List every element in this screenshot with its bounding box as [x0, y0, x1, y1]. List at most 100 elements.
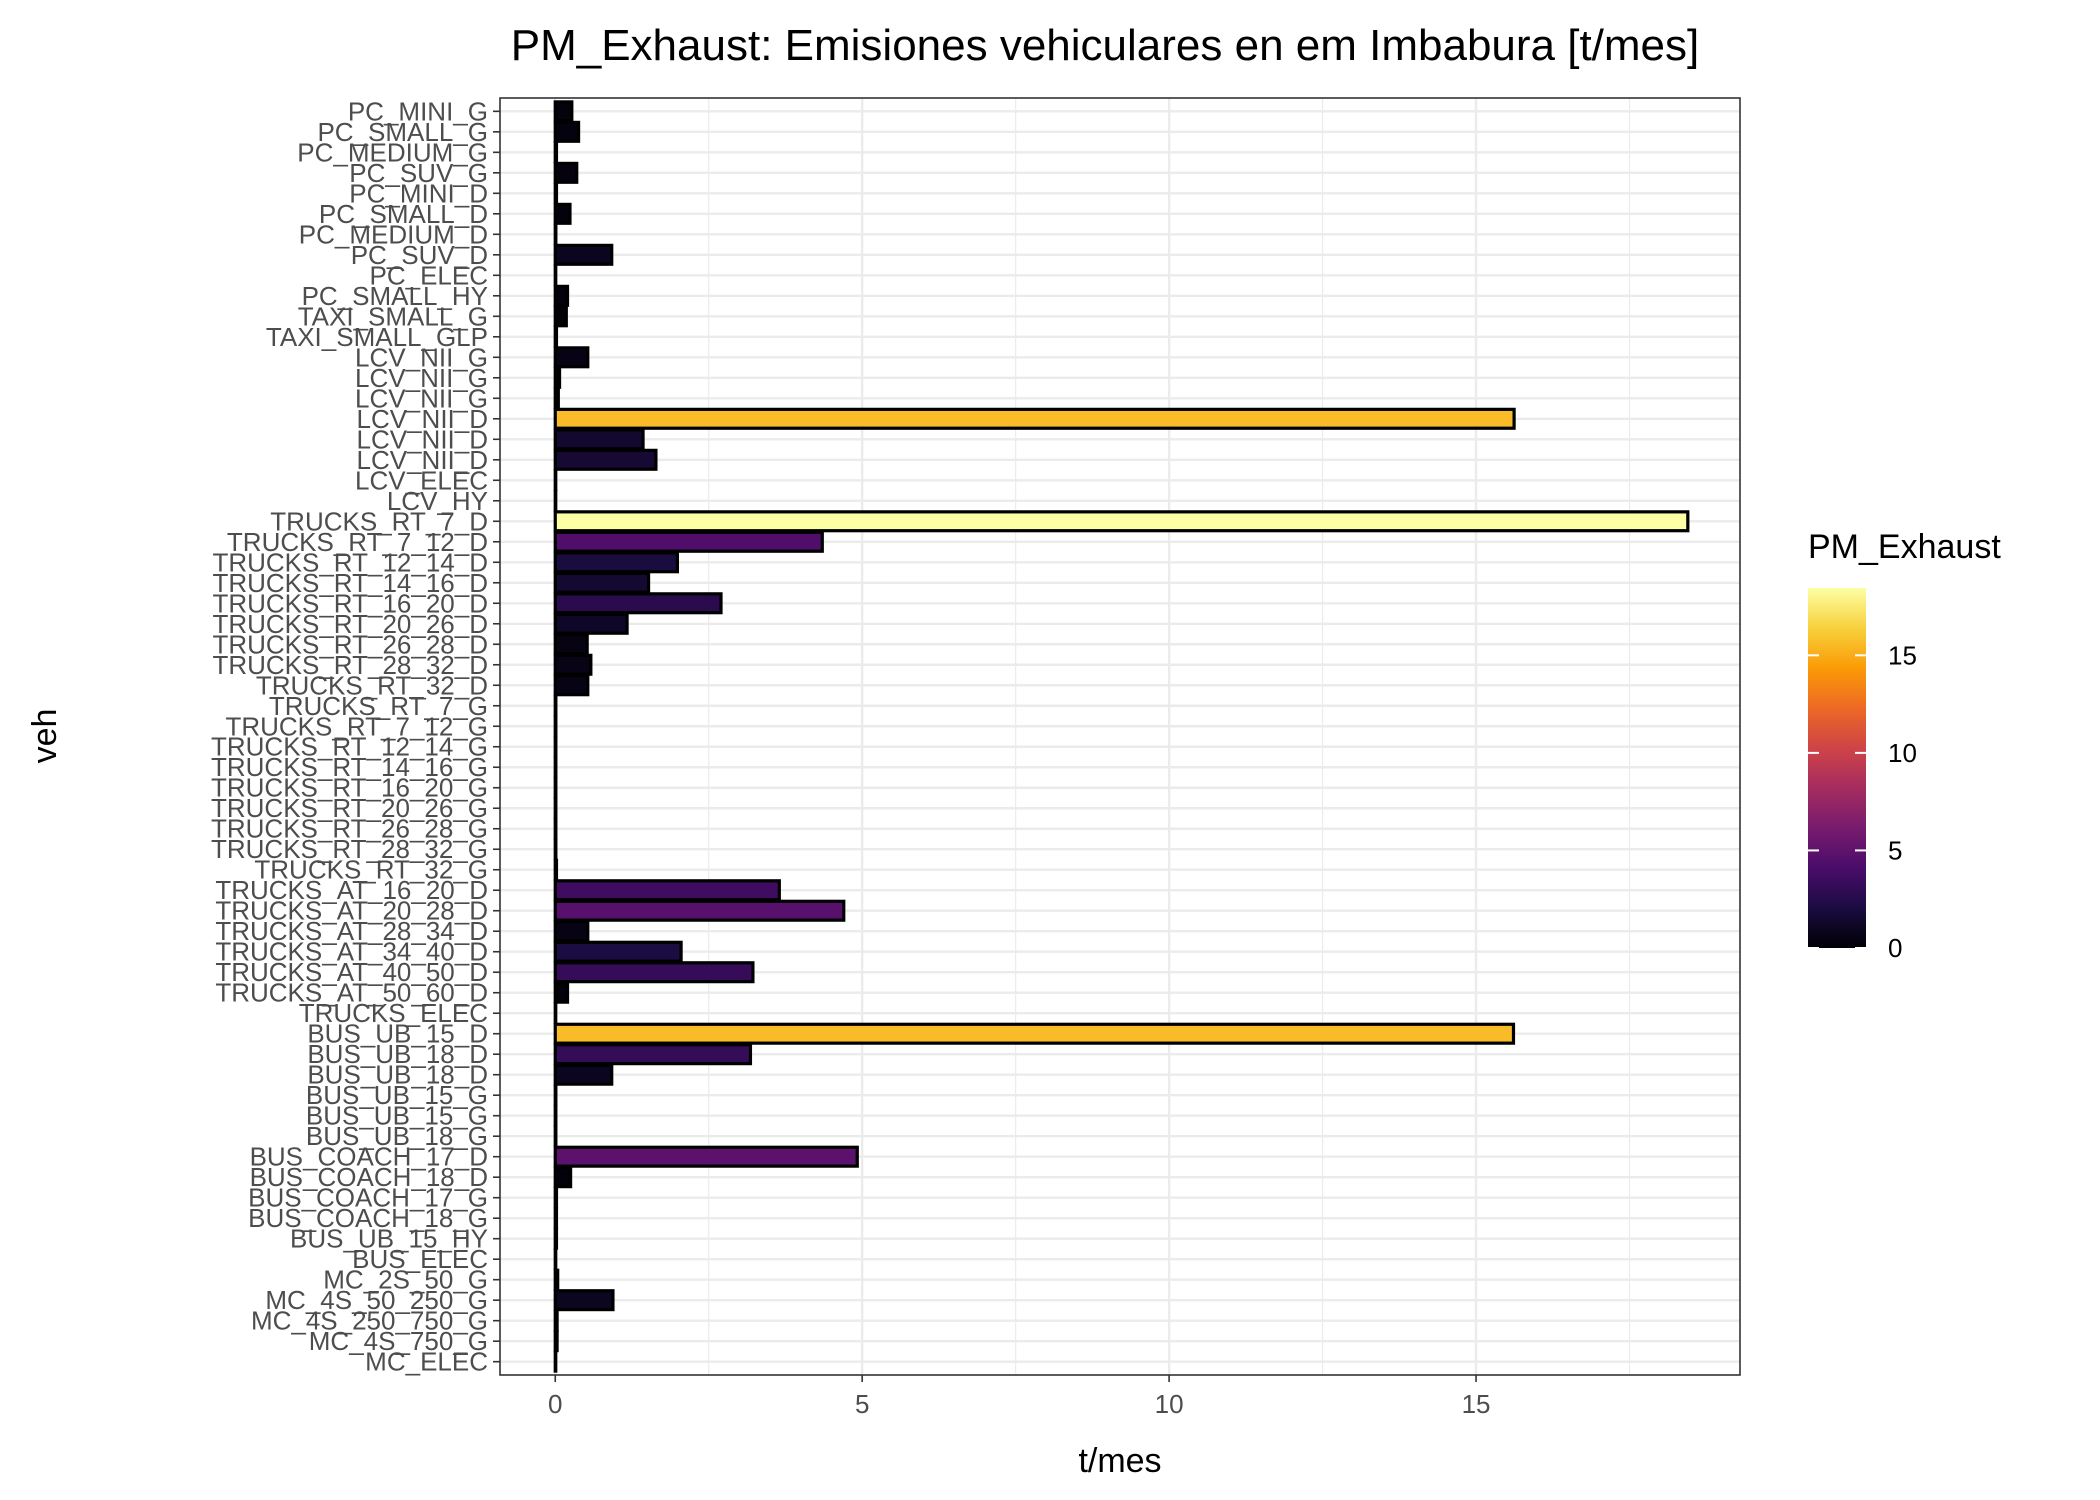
y-tick-label: BUS_UB_15_G — [306, 1101, 488, 1131]
bar-5 — [553, 202, 572, 225]
bar-25 — [553, 612, 629, 635]
y-tick-label: BUS_UB_18_G — [306, 1121, 488, 1151]
bar-58 — [553, 1289, 615, 1312]
y-tick-label: PC_MINI_D — [349, 178, 488, 208]
y-tick-label: TRUCKS_RT_20_26_D — [212, 609, 488, 639]
x-tick-label: 10 — [1155, 1389, 1184, 1419]
y-tick-label: TRUCKS_AT_50_60_D — [215, 978, 488, 1008]
y-tick-label: PC_MEDIUM_D — [299, 219, 488, 249]
bar-48 — [553, 1084, 558, 1107]
bar-55 — [553, 1227, 559, 1250]
bar-46 — [553, 1043, 753, 1066]
y-tick-label: LCV_NII_D — [357, 424, 489, 454]
y-tick-label: MC_ELEC — [365, 1347, 488, 1377]
bar-54 — [553, 1207, 559, 1230]
bar-13 — [553, 366, 562, 389]
y-tick-label: TAXI_SMALL_G — [298, 301, 488, 331]
y-tick-label: TRUCKS_AT_34_40_D — [215, 937, 488, 967]
y-tick-label: TRUCKS_AT_28_34_D — [215, 916, 488, 946]
bar-7 — [553, 243, 614, 266]
bar-31 — [553, 735, 558, 758]
bar-53 — [553, 1186, 559, 1209]
bar-15 — [553, 407, 1516, 430]
y-tick-label: TRUCKS_RT_32_G — [254, 855, 488, 885]
bar-52 — [553, 1166, 573, 1189]
bar-50 — [553, 1125, 558, 1148]
y-tick-label: TRUCKS_AT_16_20_D — [215, 875, 488, 905]
bar-26 — [553, 633, 589, 656]
y-axis: PC_MINI_GPC_SMALL_GPC_MEDIUM_GPC_SUV_GPC… — [211, 96, 500, 1377]
y-tick-label: TRUCKS_RT_26_28_D — [212, 629, 488, 659]
y-tick-label: LCV_NII_G — [355, 342, 488, 372]
plot-panel — [500, 98, 1740, 1375]
bar-6 — [553, 223, 558, 246]
y-tick-label: LCV_HY — [387, 486, 488, 516]
y-tick-label: LCV_NII_D — [357, 445, 489, 475]
y-tick-label: BUS_UB_15_G — [306, 1080, 488, 1110]
bar-18 — [553, 469, 558, 492]
bar-41 — [553, 940, 683, 963]
y-tick-label: TRUCKS_RT_7_G — [269, 691, 488, 721]
bar-21 — [553, 530, 824, 553]
bar-11 — [553, 325, 559, 348]
bar-4 — [553, 182, 559, 205]
bar-36 — [553, 838, 558, 861]
y-tick-label: TRUCKS_RT_7_D — [270, 506, 488, 536]
legend-tick-label: 10 — [1888, 738, 1917, 768]
y-tick-label: PC_MEDIUM_G — [297, 137, 488, 167]
bar-17 — [553, 448, 658, 471]
legend-tick-label: 5 — [1888, 835, 1902, 865]
legend: PM_Exhaust 0 5 10 15 — [1808, 528, 2001, 963]
bar-60 — [553, 1330, 559, 1353]
y-tick-label: LCV_ELEC — [355, 465, 488, 495]
bar-16 — [553, 428, 645, 451]
y-tick-label: PC_SMALL_G — [317, 117, 488, 147]
bar-47 — [553, 1063, 614, 1086]
y-tick-label: BUS_ELEC — [352, 1244, 488, 1274]
y-tick-label: TRUCKS_RT_14_16_D — [212, 568, 488, 598]
bar-12 — [553, 346, 590, 369]
y-tick-label: TRUCKS_RT_16_20_G — [211, 773, 488, 803]
y-tick-label: PC_SUV_D — [351, 240, 488, 270]
y-tick-label: BUS_COACH_18_D — [250, 1162, 488, 1192]
y-tick-label: TRUCKS_AT_20_28_D — [215, 896, 488, 926]
plot-border — [499, 97, 1741, 1376]
chart-title: PM_Exhaust: Emisiones vehiculares en em … — [511, 21, 1700, 70]
y-tick-label: MC_4S_250_750_G — [251, 1306, 488, 1336]
y-tick-label: PC_SMALL_HY — [302, 281, 488, 311]
x-tick-label: 5 — [855, 1389, 869, 1419]
x-axis-title: t/mes — [1078, 1442, 1161, 1480]
y-tick-label: PC_MINI_G — [348, 96, 488, 126]
y-tick-label: TRUCKS_AT_40_50_D — [215, 957, 488, 987]
y-tick-label: BUS_UB_15_HY — [290, 1224, 488, 1254]
bar-39 — [553, 899, 846, 922]
y-tick-label: TRUCKS_ELEC — [299, 998, 488, 1028]
y-tick-label: BUS_UB_15_D — [307, 1019, 488, 1049]
y-tick-label: TRUCKS_RT_7_12_D — [227, 527, 488, 557]
bar-10 — [553, 305, 568, 328]
y-tick-label: LCV_NII_D — [357, 404, 489, 434]
bar-38 — [553, 879, 781, 902]
bar-34 — [553, 797, 558, 820]
y-axis-title: veh — [26, 709, 64, 764]
y-tick-label: TRUCKS_RT_28_32_G — [211, 834, 488, 864]
y-tick-label: TAXI_SMALL_GLP — [266, 322, 488, 352]
bar-51 — [553, 1145, 859, 1168]
y-tick-label: TRUCKS_RT_16_20_D — [212, 588, 488, 618]
y-tick-label: MC_4S_750_G — [309, 1326, 488, 1356]
bar-57 — [553, 1268, 560, 1291]
bar-37 — [553, 858, 559, 881]
legend-tick-label: 0 — [1888, 933, 1902, 963]
colorbar — [1808, 588, 1866, 948]
bar-3 — [553, 161, 579, 184]
y-tick-label: BUS_UB_18_D — [307, 1060, 488, 1090]
x-tick-label: 15 — [1462, 1389, 1491, 1419]
bars — [553, 100, 1690, 1373]
y-tick-label: TRUCKS_RT_28_32_D — [212, 650, 488, 680]
y-tick-label: LCV_NII_G — [355, 383, 488, 413]
bar-49 — [553, 1104, 558, 1127]
y-tick-label: PC_SMALL_D — [319, 199, 488, 229]
bar-30 — [553, 715, 558, 738]
y-tick-label: BUS_UB_18_D — [307, 1039, 488, 1069]
